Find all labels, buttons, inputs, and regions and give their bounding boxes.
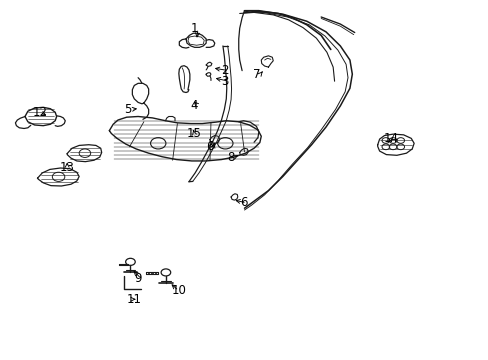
Text: 12: 12 xyxy=(33,106,48,119)
Text: 4: 4 xyxy=(190,99,198,112)
Text: 6: 6 xyxy=(206,140,213,153)
Text: 6: 6 xyxy=(239,197,247,210)
Text: 15: 15 xyxy=(186,127,202,140)
Text: 7: 7 xyxy=(253,68,260,81)
Text: 14: 14 xyxy=(383,132,398,145)
Text: 8: 8 xyxy=(227,150,234,163)
Text: 13: 13 xyxy=(60,161,75,174)
Text: 9: 9 xyxy=(134,272,142,285)
Text: 1: 1 xyxy=(190,22,198,35)
Text: 5: 5 xyxy=(123,103,131,116)
Text: 2: 2 xyxy=(221,64,228,77)
Text: 10: 10 xyxy=(171,284,186,297)
Text: 11: 11 xyxy=(127,293,142,306)
Text: 3: 3 xyxy=(221,75,228,88)
